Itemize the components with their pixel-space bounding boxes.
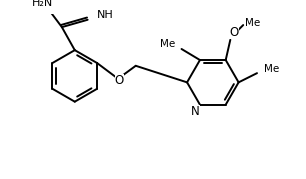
Text: H₂N: H₂N bbox=[32, 0, 53, 8]
Text: N: N bbox=[191, 105, 200, 118]
Text: O: O bbox=[230, 26, 239, 39]
Text: NH: NH bbox=[97, 10, 114, 20]
Text: Me: Me bbox=[264, 64, 280, 74]
Text: Me: Me bbox=[160, 39, 175, 49]
Text: Me: Me bbox=[245, 18, 260, 28]
Text: O: O bbox=[114, 74, 124, 87]
